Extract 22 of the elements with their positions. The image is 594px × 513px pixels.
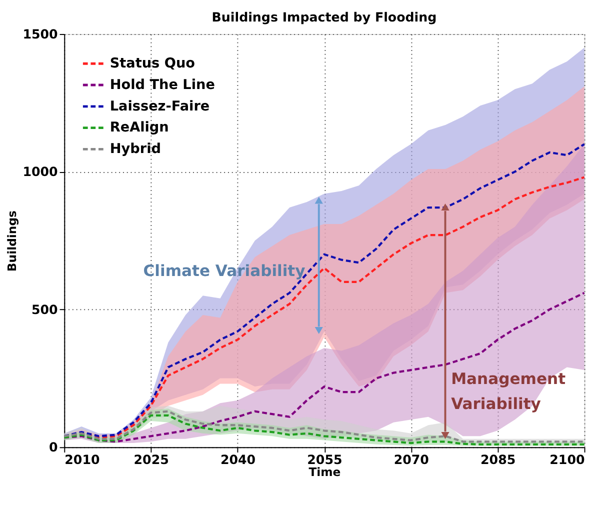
- x-tick-label: 2025: [134, 452, 169, 468]
- x-tick-label: 2010: [64, 452, 100, 468]
- y-tick-label: 500: [31, 302, 58, 317]
- y-axis-title: Buildings: [4, 210, 19, 272]
- x-tick-label: 2085: [480, 452, 516, 468]
- y-tick-label: 1500: [22, 26, 58, 42]
- legend-label: Hybrid: [110, 141, 161, 158]
- x-tick-label: 2055: [307, 452, 342, 468]
- x-tick-label: 2100: [550, 452, 585, 468]
- legend-label: ReAlign: [110, 120, 169, 136]
- legend-label: Laissez-Faire: [110, 98, 210, 114]
- line-series: [63, 292, 586, 443]
- legend-label: Status Quo: [110, 56, 195, 72]
- x-tick-label: 2070: [394, 452, 430, 468]
- y-tick-label: 0: [49, 440, 58, 455]
- legend-label: Hold The Line: [110, 76, 215, 93]
- x-tick-label: 2040: [220, 452, 256, 468]
- y-tick-label: 1000: [22, 164, 58, 180]
- annotation: Climate Variability: [143, 262, 306, 280]
- annotation: Management Variability: [451, 370, 566, 414]
- x-axis-title: Time: [308, 464, 341, 479]
- chart-title: Buildings Impacted by Flooding: [212, 9, 437, 24]
